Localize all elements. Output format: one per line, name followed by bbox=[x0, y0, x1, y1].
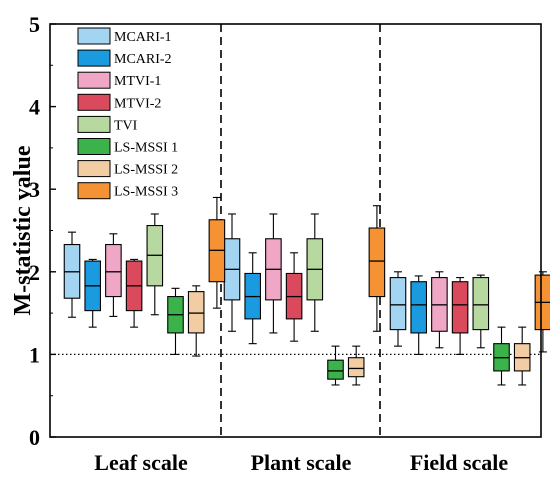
box-tvi-2 bbox=[306, 213, 324, 332]
box-body bbox=[472, 277, 490, 331]
box-tvi-1 bbox=[146, 213, 164, 316]
box-mtvi-1-2 bbox=[265, 213, 282, 334]
legend-swatch bbox=[77, 71, 111, 89]
legend: MCARI-1 MCARI-2 MTVI-1 MTVI-2 TVI LS-MSSI 1 LS… bbox=[77, 27, 178, 200]
box-mcari-2-2 bbox=[244, 252, 261, 345]
box-ls-mssi-2-1 bbox=[187, 285, 205, 357]
box-mcari-2-1 bbox=[84, 258, 101, 328]
box-body bbox=[105, 243, 122, 298]
legend-item: MCARI-1 bbox=[77, 27, 172, 45]
box-ls-mssi-3-2 bbox=[368, 205, 386, 332]
y-tick-label: 4 bbox=[29, 95, 40, 120]
box-ls-mssi-3-3 bbox=[534, 271, 550, 353]
box-mcari-1-1 bbox=[63, 231, 81, 318]
legend-label: MCARI-2 bbox=[114, 52, 172, 67]
box-body bbox=[327, 359, 344, 380]
legend-item: TVI bbox=[77, 115, 138, 133]
box-tvi-3 bbox=[472, 274, 490, 349]
box-body bbox=[187, 291, 205, 334]
y-tick-label: 0 bbox=[29, 425, 40, 450]
legend-item: MCARI-2 bbox=[77, 49, 172, 67]
legend-label: TVI bbox=[114, 118, 138, 133]
y-tick-label: 1 bbox=[29, 342, 40, 367]
axes-layer: 0 1 2 3 4 5 Leaf scale Plant scale Field scale M-… bbox=[10, 12, 542, 475]
legend-swatch bbox=[77, 49, 111, 67]
box-ls-mssi-1-2 bbox=[327, 345, 344, 386]
x-category-label: Leaf scale bbox=[94, 450, 188, 475]
boxes-layer bbox=[50, 24, 550, 437]
legend-item: LS-MSSI 1 bbox=[77, 138, 178, 156]
legend-label: LS-MSSI 1 bbox=[114, 141, 178, 156]
y-axis-label: M-statistic value bbox=[10, 145, 36, 315]
box-body bbox=[347, 357, 365, 378]
legend-swatch bbox=[77, 93, 111, 111]
box-ls-mssi-2-3 bbox=[513, 326, 531, 386]
box-mcari-2-3 bbox=[410, 275, 428, 355]
box-ls-mssi-2-2 bbox=[347, 345, 365, 386]
x-category-label: Field scale bbox=[410, 450, 509, 475]
legend-label: LS-MSSI 2 bbox=[114, 163, 178, 178]
box-body bbox=[368, 227, 386, 298]
box-mtvi-1-1 bbox=[105, 233, 122, 317]
box-ls-mssi-3-1 bbox=[208, 196, 226, 309]
legend-swatch bbox=[77, 160, 111, 178]
legend-item: MTVI-2 bbox=[77, 93, 161, 111]
box-mcari-1-3 bbox=[389, 271, 407, 347]
legend-item: LS-MSSI 2 bbox=[77, 160, 178, 178]
legend-swatch bbox=[77, 182, 111, 200]
legend-label: MCARI-1 bbox=[114, 30, 172, 45]
box-ls-mssi-1-1 bbox=[167, 287, 184, 355]
box-mtvi-2-1 bbox=[125, 258, 143, 328]
box-mtvi-1-3 bbox=[431, 271, 448, 349]
legend-item: LS-MSSI 3 bbox=[77, 182, 178, 200]
box-ls-mssi-1-3 bbox=[493, 326, 510, 386]
box-body bbox=[389, 277, 407, 331]
y-tick-label: 3 bbox=[29, 177, 40, 202]
box-mtvi-2-2 bbox=[285, 252, 303, 342]
box-body bbox=[410, 281, 428, 334]
legend-item: MTVI-1 bbox=[77, 71, 161, 89]
box-mtvi-2-3 bbox=[451, 277, 469, 355]
legend-swatch bbox=[77, 27, 111, 45]
legend-label: MTVI-2 bbox=[114, 96, 161, 111]
box-body bbox=[451, 281, 469, 334]
x-category-label: Plant scale bbox=[251, 450, 352, 475]
legend-swatch bbox=[77, 138, 111, 155]
legend-swatch bbox=[77, 115, 111, 133]
y-tick-label: 2 bbox=[29, 260, 40, 285]
legend-label: LS-MSSI 3 bbox=[114, 185, 178, 200]
box-mcari-1-2 bbox=[223, 213, 241, 332]
y-tick-label: 5 bbox=[29, 12, 40, 37]
legend-label: MTVI-1 bbox=[114, 74, 161, 89]
